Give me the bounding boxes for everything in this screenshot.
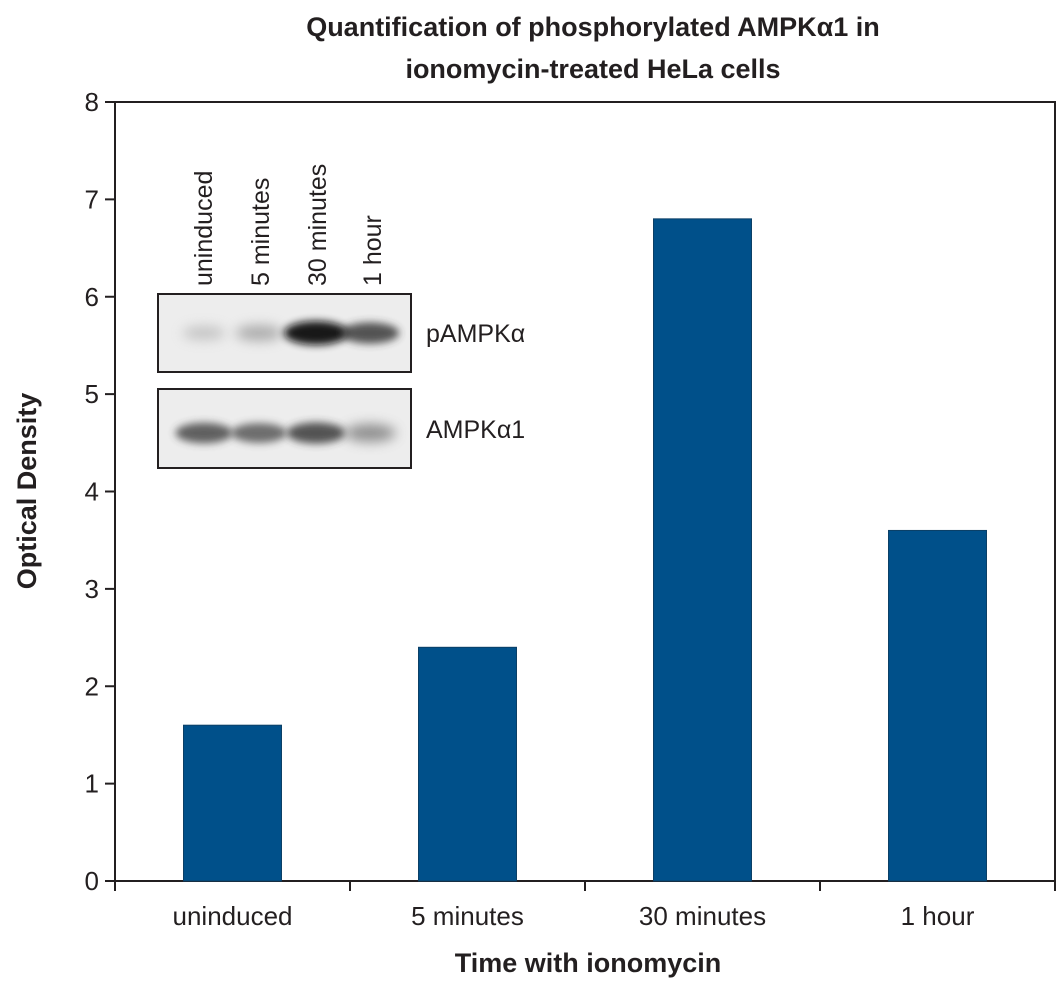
blot-band <box>344 424 396 442</box>
blot-band <box>286 422 346 444</box>
blot-lane-label: 30 minutes <box>304 164 332 286</box>
blot-lane-label: 1 hour <box>359 215 387 286</box>
x-tick-label: 30 minutes <box>639 901 766 931</box>
y-tick-label: 5 <box>85 379 99 409</box>
y-axis: 0 1 2 3 4 5 6 7 8 <box>85 87 115 896</box>
bar-uninduced <box>183 724 282 882</box>
bar-1-hour <box>888 529 987 882</box>
chart-title-line-1: Quantification of phosphorylated AMPKα1 … <box>306 12 880 42</box>
x-axis: uninduced 5 minutes 30 minutes 1 hour <box>114 881 1056 931</box>
y-tick-label: 0 <box>85 866 99 896</box>
blot-row-label-pampk: pAMPKα <box>426 320 525 348</box>
chart-title-line-2: ionomycin-treated HeLa cells <box>405 54 780 84</box>
y-tick-label: 7 <box>85 184 99 214</box>
y-tick-label: 3 <box>85 574 99 604</box>
x-tick-label: 5 minutes <box>411 901 524 931</box>
blot-band <box>235 325 283 341</box>
bar-30-minutes <box>653 218 752 882</box>
x-tick-label: uninduced <box>173 901 293 931</box>
blot-band <box>284 321 348 345</box>
y-tick-label: 1 <box>85 769 99 799</box>
blot-bands <box>175 321 400 444</box>
blot-lane-labels: uninduced 5 minutes 30 minutes 1 hour <box>190 164 387 286</box>
blot-band <box>182 326 226 340</box>
y-tick-label: 6 <box>85 282 99 312</box>
blot-band <box>231 423 287 443</box>
bar-5-minutes <box>418 646 517 882</box>
western-blot-inset: uninduced 5 minutes 30 minutes 1 hour pAMPK… <box>157 164 525 469</box>
blot-band <box>175 422 233 444</box>
y-tick-label: 4 <box>85 477 99 507</box>
y-axis-title: Optical Density <box>12 393 42 590</box>
blot-band <box>340 322 400 344</box>
y-tick-label: 8 <box>85 87 99 117</box>
x-tick-label: 1 hour <box>901 901 975 931</box>
blot-lane-label: uninduced <box>190 171 218 286</box>
blot-row-label-ampk: AMPKα1 <box>426 416 525 444</box>
bars-group <box>183 218 987 882</box>
blot-lane-label: 5 minutes <box>247 178 275 286</box>
x-axis-title: Time with ionomycin <box>455 948 722 978</box>
y-tick-label: 2 <box>85 671 99 701</box>
